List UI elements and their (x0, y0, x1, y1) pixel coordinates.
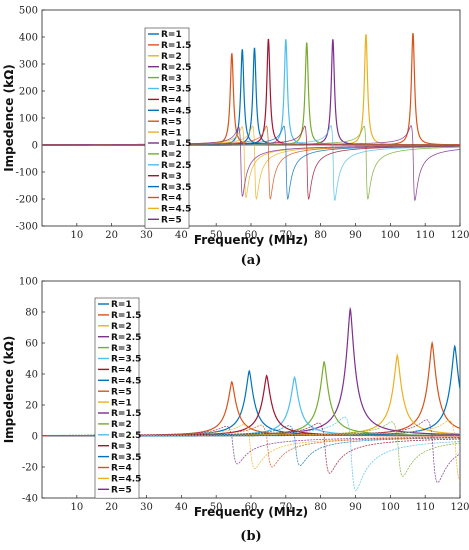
y-tick-label: -300 (16, 222, 38, 233)
x-tick-label: 30 (140, 502, 153, 513)
legend-label: R=1.5 (161, 41, 191, 51)
x-axis-label: Frequency (MHz) (194, 505, 308, 519)
legend-label: R=4.5 (161, 205, 191, 215)
y-tick-label: 400 (19, 33, 38, 44)
y-tick-label: 60 (25, 339, 38, 350)
legend-label: R=3 (161, 172, 182, 182)
panel-caption: (a) (241, 253, 262, 268)
x-tick-label: 90 (349, 230, 362, 241)
legend-label: R=2.5 (161, 63, 191, 73)
legend-label: R=1 (111, 398, 132, 408)
legend-label: R=2 (111, 322, 132, 332)
x-tick-label: 100 (381, 230, 400, 241)
x-tick-label: 90 (349, 502, 362, 513)
x-tick-label: 10 (70, 230, 83, 241)
legend-label: R=3.5 (111, 453, 141, 463)
legend-label: R=3.5 (161, 85, 191, 95)
x-tick-label: 60 (245, 502, 258, 513)
legend-label: R=4.5 (111, 377, 141, 387)
y-tick-label: 0 (32, 432, 38, 443)
legend-label: R=4.5 (111, 475, 141, 485)
legend-label: R=2.5 (111, 431, 141, 441)
legend-label: R=1.5 (111, 311, 141, 321)
x-tick-label: 40 (175, 230, 188, 241)
y-tick-label: 200 (19, 87, 38, 98)
x-tick-label: 70 (279, 502, 292, 513)
y-tick-label: -40 (22, 494, 38, 505)
x-tick-label: 50 (210, 502, 223, 513)
legend-label: R=5 (161, 117, 182, 127)
legend-label: R=3.5 (161, 183, 191, 193)
legend-label: R=4 (111, 464, 132, 474)
x-tick-label: 80 (314, 502, 327, 513)
x-tick-label: 110 (416, 502, 435, 513)
x-tick-label: 40 (175, 502, 188, 513)
legend-label: R=2.5 (161, 161, 191, 171)
y-tick-label: 40 (25, 370, 38, 381)
x-tick-label: 10 (70, 502, 83, 513)
legend-label: R=5 (111, 387, 132, 397)
y-tick-label: 80 (25, 308, 38, 319)
y-tick-label: 20 (25, 401, 38, 412)
legend-label: R=1.5 (111, 409, 141, 419)
x-tick-label: 20 (105, 502, 118, 513)
x-tick-label: 20 (105, 230, 118, 241)
x-tick-label: 60 (245, 230, 258, 241)
series-line-imaginary-R-5 (42, 126, 460, 197)
y-tick-label: -20 (22, 463, 38, 474)
legend-label: R=1 (161, 128, 182, 138)
legend-label: R=5 (111, 486, 132, 496)
legend-label: R=2 (161, 150, 182, 160)
x-tick-label: 80 (314, 230, 327, 241)
y-tick-label: 300 (19, 60, 38, 71)
y-axis-label: Impedence (kΩ) (2, 336, 16, 444)
panel-caption: (b) (240, 529, 261, 544)
legend-label: R=2.5 (111, 333, 141, 343)
x-axis-label: Frequency (MHz) (194, 233, 308, 247)
x-tick-label: 120 (450, 230, 469, 241)
y-tick-label: -100 (16, 168, 38, 179)
chart-panel-b: 10 20 30 40 50 60 70 80 90 100 110 120 -40 -20 0 20 40 60… (2, 277, 469, 545)
legend-label: R=1 (161, 30, 182, 40)
y-tick-label: -200 (16, 195, 38, 206)
legend: R=1R=1.5R=2R=2.5R=3R=3.5R=4R=4.5R=5R=1R=… (94, 297, 141, 499)
legend-label: R=4 (161, 96, 182, 106)
x-tick-label: 30 (140, 230, 153, 241)
x-tick-label: 50 (210, 230, 223, 241)
chart-panel-a: 10 20 30 40 50 60 70 80 90 100 110 120 -300 -200 -100 0… (2, 6, 469, 269)
legend-label: R=4 (111, 366, 132, 376)
legend-label: R=2 (161, 52, 182, 62)
legend-label: R=3 (111, 442, 132, 452)
legend-box (144, 27, 190, 229)
y-tick-label: 100 (19, 114, 38, 125)
y-axis-label: Impedence (kΩ) (2, 64, 16, 172)
legend-label: R=3.5 (111, 355, 141, 365)
legend-label: R=1.5 (161, 139, 191, 149)
y-tick-label: 500 (19, 6, 38, 17)
legend-label: R=4 (161, 194, 182, 204)
legend-label: R=5 (161, 216, 182, 226)
y-tick-label: 0 (32, 141, 38, 152)
x-tick-label: 120 (450, 502, 469, 513)
y-tick-label: 100 (19, 277, 38, 288)
legend-label: R=2 (111, 420, 132, 430)
series-group (42, 32, 460, 202)
legend-label: R=3 (111, 344, 132, 354)
x-tick-label: 100 (381, 502, 400, 513)
legend-box (94, 297, 140, 499)
legend-label: R=1 (111, 300, 132, 310)
legend-label: R=4.5 (161, 107, 191, 117)
legend: R=1R=1.5R=2R=2.5R=3R=3.5R=4R=4.5R=5R=1R=… (144, 27, 191, 229)
legend-label: R=3 (161, 74, 182, 84)
x-tick-label: 110 (416, 230, 435, 241)
x-tick-label: 70 (279, 230, 292, 241)
